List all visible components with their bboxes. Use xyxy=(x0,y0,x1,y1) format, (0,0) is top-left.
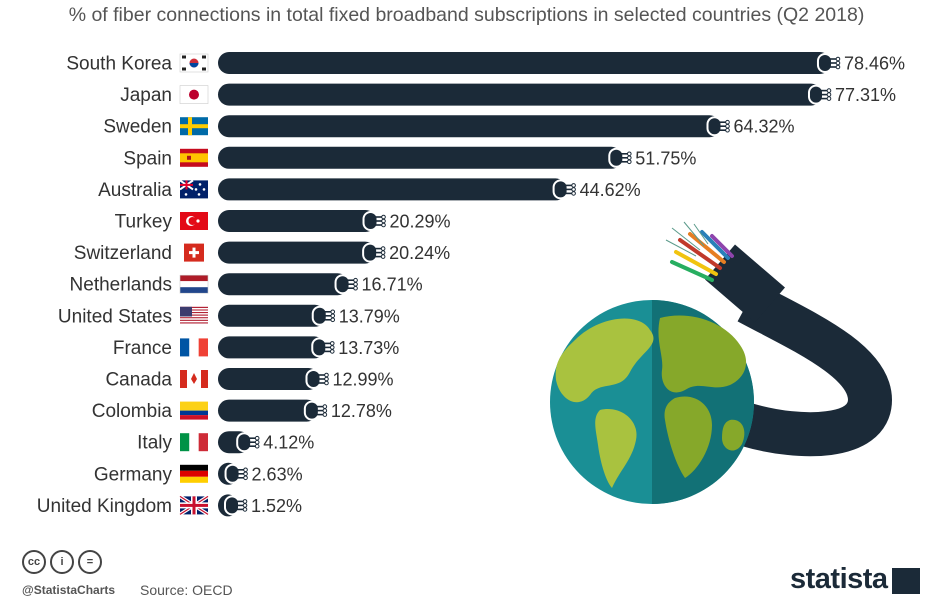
bar xyxy=(218,304,326,327)
cable-end-icon xyxy=(362,211,386,231)
flag-france-icon xyxy=(180,338,208,357)
value-label: 13.73% xyxy=(338,338,399,358)
flag-netherlands-icon xyxy=(179,274,209,294)
bar xyxy=(218,146,623,169)
bar-row: Sweden 64.32% xyxy=(103,115,795,138)
bar-chart: South Korea 78.46% Japan 77.31% Sweden 64.32%… xyxy=(37,52,905,517)
value-label: 51.75% xyxy=(635,148,696,168)
cable-end-icon xyxy=(334,274,358,295)
bar-row: United Kingdom 1.52% xyxy=(37,494,302,517)
bar xyxy=(218,368,320,390)
category-label: Colombia xyxy=(92,401,173,422)
category-label: Spain xyxy=(123,148,172,169)
value-label: 77.31% xyxy=(835,85,896,105)
source-note: Source: OECD xyxy=(140,582,233,598)
category-label: France xyxy=(113,338,172,359)
cable-end-icon xyxy=(224,463,248,484)
bar-row: Netherlands 16.71% xyxy=(70,273,423,296)
cable-end-icon xyxy=(305,369,329,389)
value-label: 78.46% xyxy=(844,54,905,74)
cable-end-icon xyxy=(816,53,841,73)
statista-logo-icon xyxy=(892,568,920,594)
category-label: Sweden xyxy=(103,117,172,138)
bar-row: Germany 2.63% xyxy=(94,462,303,485)
chart-footer: cc i = @StatistaCharts Source: OECD stat… xyxy=(22,550,922,605)
bar-row: France 13.73% xyxy=(113,336,399,359)
flag-united-states-icon xyxy=(180,306,208,325)
statista-handle[interactable]: @StatistaCharts xyxy=(22,583,116,597)
cable-end-icon xyxy=(608,147,632,168)
bar-row: South Korea 78.46% xyxy=(66,52,905,75)
category-label: United States xyxy=(58,306,172,327)
bar xyxy=(218,336,326,359)
flag-switzerland-icon xyxy=(184,243,204,262)
globe-with-fiber-cable-icon xyxy=(550,221,893,504)
cable-end-icon xyxy=(552,179,576,200)
value-label: 12.78% xyxy=(331,401,392,421)
category-label: Germany xyxy=(94,464,173,485)
cable-end-icon xyxy=(362,242,386,263)
nd-icon[interactable]: = xyxy=(78,550,102,574)
flag-turkey-icon xyxy=(180,212,208,230)
cable-end-icon xyxy=(303,400,328,421)
chart-title: % of fiber connections in total fixed br… xyxy=(68,4,865,26)
flag-canada-icon xyxy=(180,370,208,388)
bar xyxy=(218,115,721,138)
bar xyxy=(218,399,318,422)
bar xyxy=(218,52,831,74)
by-icon[interactable]: i xyxy=(50,550,74,574)
value-label: 44.62% xyxy=(580,180,641,200)
bar xyxy=(218,178,567,201)
flag-spain-icon xyxy=(180,148,208,167)
flag-japan-icon xyxy=(179,85,209,104)
value-label: 16.71% xyxy=(362,275,423,295)
bar-row: Colombia 12.78% xyxy=(92,399,392,422)
cable-end-icon xyxy=(807,84,832,105)
category-label: South Korea xyxy=(66,54,172,75)
category-label: Australia xyxy=(98,180,172,201)
cable-end-icon xyxy=(224,495,248,516)
bar xyxy=(218,210,377,232)
value-label: 1.52% xyxy=(251,496,302,516)
category-label: United Kingdom xyxy=(37,496,172,517)
flag-sweden-icon xyxy=(180,117,208,136)
bar-row: Italy 4.12% xyxy=(137,431,314,454)
flag-australia-icon xyxy=(179,179,208,199)
cable-end-icon xyxy=(311,305,336,326)
flag-south-korea-icon xyxy=(179,53,209,73)
category-label: Switzerland xyxy=(74,243,172,264)
category-label: Japan xyxy=(120,85,172,106)
category-label: Turkey xyxy=(115,212,173,233)
cable-end-icon xyxy=(236,432,260,453)
bar-row: Japan 77.31% xyxy=(120,83,896,106)
value-label: 13.79% xyxy=(339,306,400,326)
category-label: Netherlands xyxy=(70,275,172,296)
bar xyxy=(218,83,822,106)
bar-row: United States 13.79% xyxy=(58,304,400,327)
value-label: 12.99% xyxy=(332,370,393,390)
value-label: 20.29% xyxy=(390,212,451,232)
flag-united-kingdom-icon xyxy=(179,494,209,516)
flag-italy-icon xyxy=(180,433,208,452)
flag-colombia-icon xyxy=(180,401,208,420)
cable-end-icon xyxy=(706,116,730,137)
bar-row: Switzerland 20.24% xyxy=(74,241,450,264)
cable-end-icon xyxy=(311,337,335,358)
bar-row: Spain 51.75% xyxy=(123,146,696,169)
category-label: Italy xyxy=(137,433,172,454)
category-label: Canada xyxy=(105,370,172,391)
bar-row: Canada 12.99% xyxy=(105,368,394,391)
flag-germany-icon xyxy=(180,464,208,483)
bar xyxy=(218,273,349,296)
value-label: 20.24% xyxy=(389,243,450,263)
bar-row: Australia 44.62% xyxy=(98,178,641,201)
statista-logo[interactable]: statista xyxy=(790,563,888,595)
bar xyxy=(218,241,377,264)
license-icons: cc i = xyxy=(22,550,102,574)
cc-icon[interactable]: cc xyxy=(22,550,46,574)
value-label: 4.12% xyxy=(263,433,314,453)
bar-row: Turkey 20.29% xyxy=(115,210,451,233)
value-label: 2.63% xyxy=(252,464,303,484)
value-label: 64.32% xyxy=(734,117,795,137)
